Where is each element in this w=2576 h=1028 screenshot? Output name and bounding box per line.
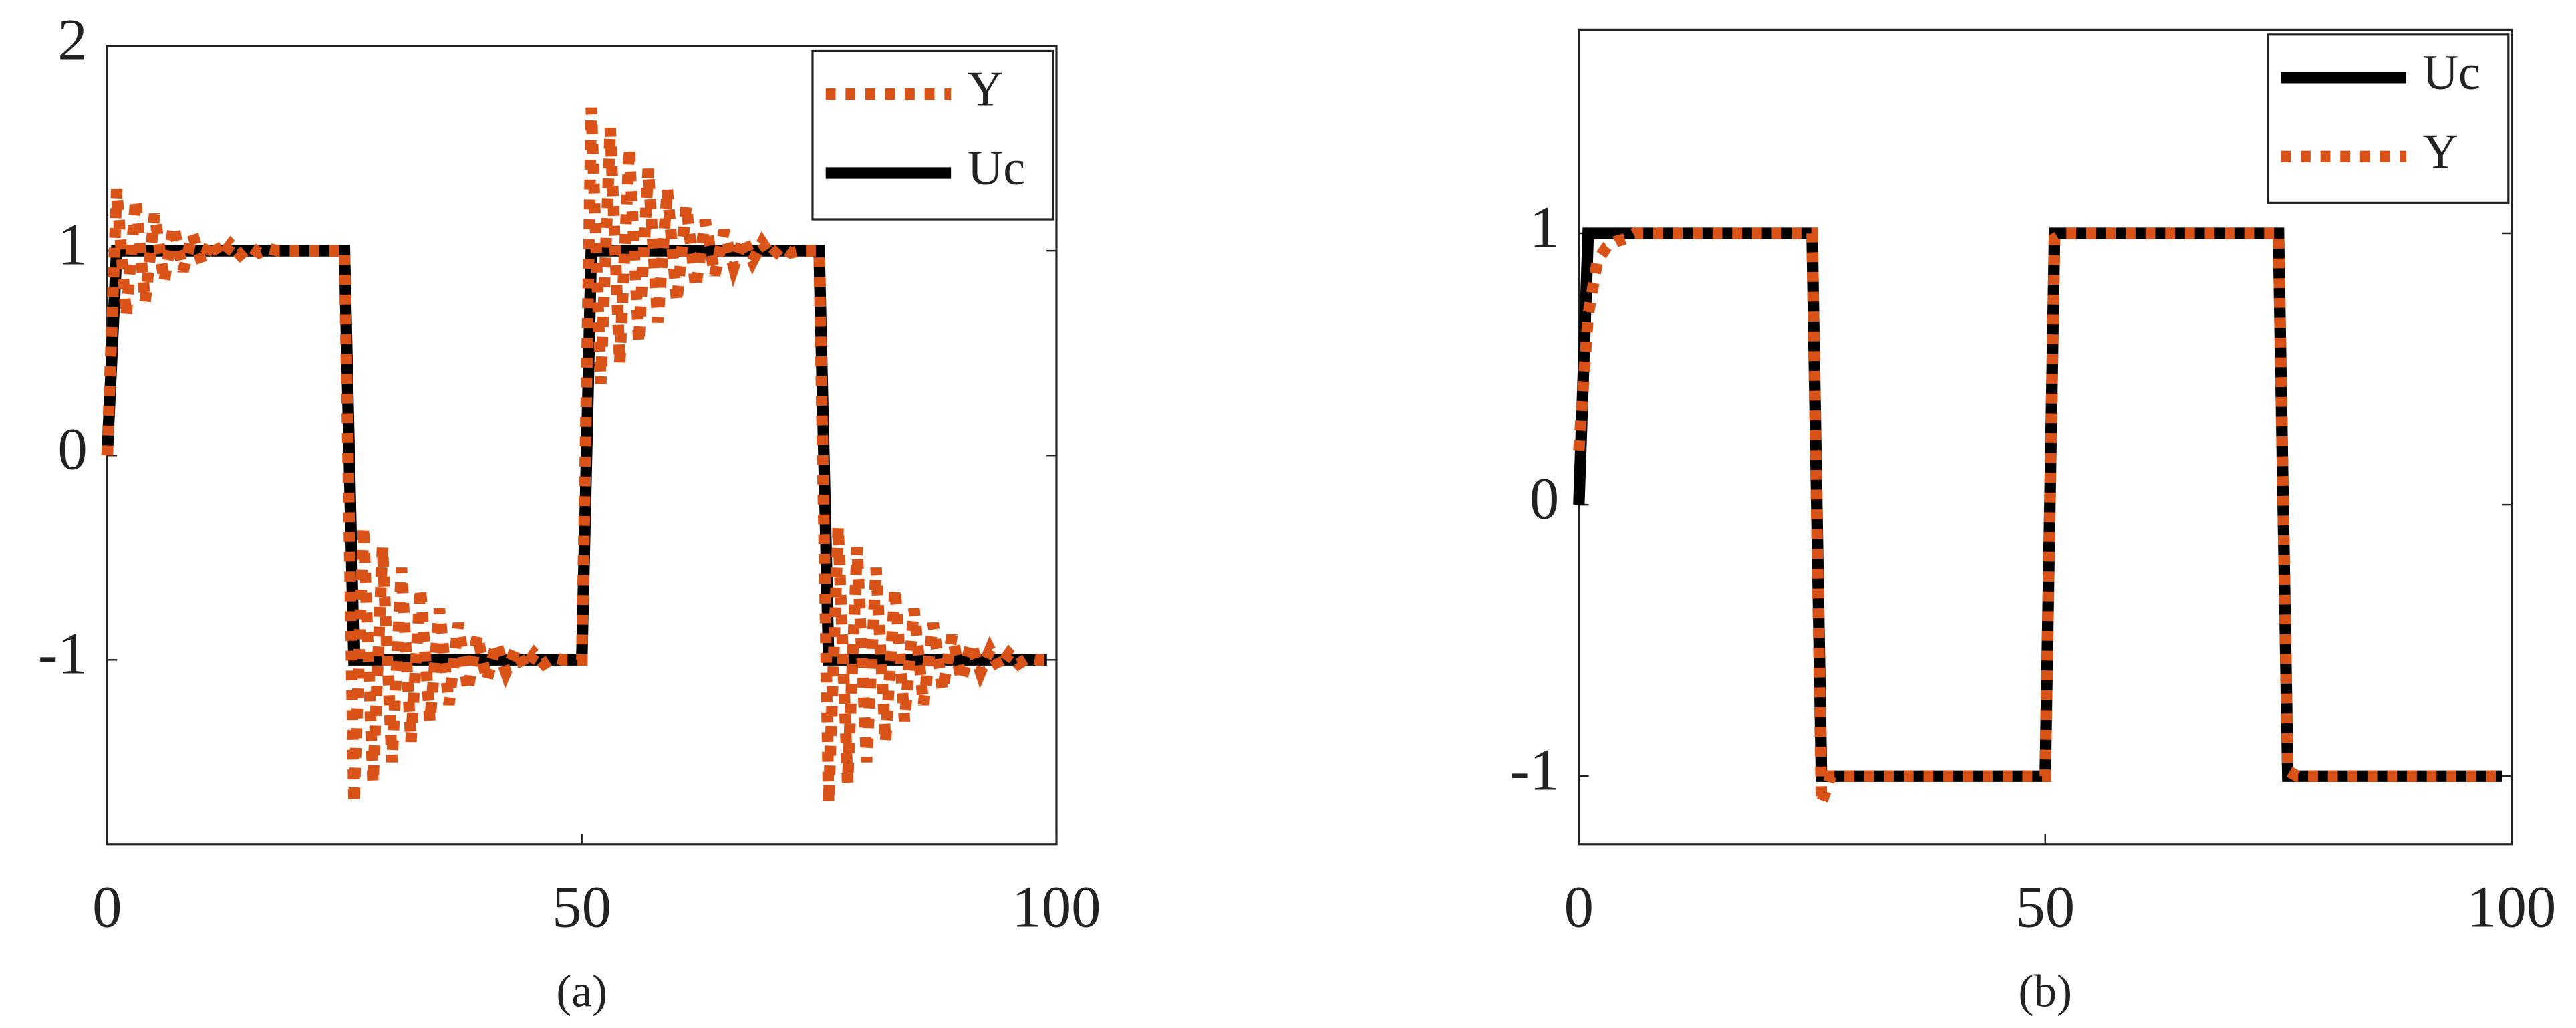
series-line xyxy=(1573,227,2502,805)
caption: (a) xyxy=(556,965,607,1017)
x-tick-label: 0 xyxy=(92,875,122,940)
y-tick-label: -1 xyxy=(38,622,88,687)
x-tick-label: 0 xyxy=(1564,875,1594,940)
y-tick-label: 0 xyxy=(1530,466,1559,531)
legend-label: Y xyxy=(2423,124,2458,179)
y-tick-label: 1 xyxy=(57,213,87,278)
x-tick-label: 50 xyxy=(2015,875,2075,940)
x-tick-label: 50 xyxy=(552,875,611,940)
legend-box xyxy=(2267,33,2510,204)
legend-label: Y xyxy=(968,62,1003,117)
legend-label: Uc xyxy=(2423,45,2480,100)
y-tick-label: -1 xyxy=(1510,738,1559,803)
y-tick-label: 1 xyxy=(1530,195,1559,260)
series-line xyxy=(101,245,1047,666)
legend-box xyxy=(811,49,1054,221)
y-tick-label: 2 xyxy=(57,7,87,73)
x-tick-label: 100 xyxy=(1012,875,1101,940)
x-tick-label: 100 xyxy=(2467,875,2556,940)
series-line xyxy=(1573,227,2502,782)
y-tick-label: 0 xyxy=(57,417,87,483)
legend-label: Uc xyxy=(968,141,1025,196)
caption: (b) xyxy=(2019,965,2073,1017)
